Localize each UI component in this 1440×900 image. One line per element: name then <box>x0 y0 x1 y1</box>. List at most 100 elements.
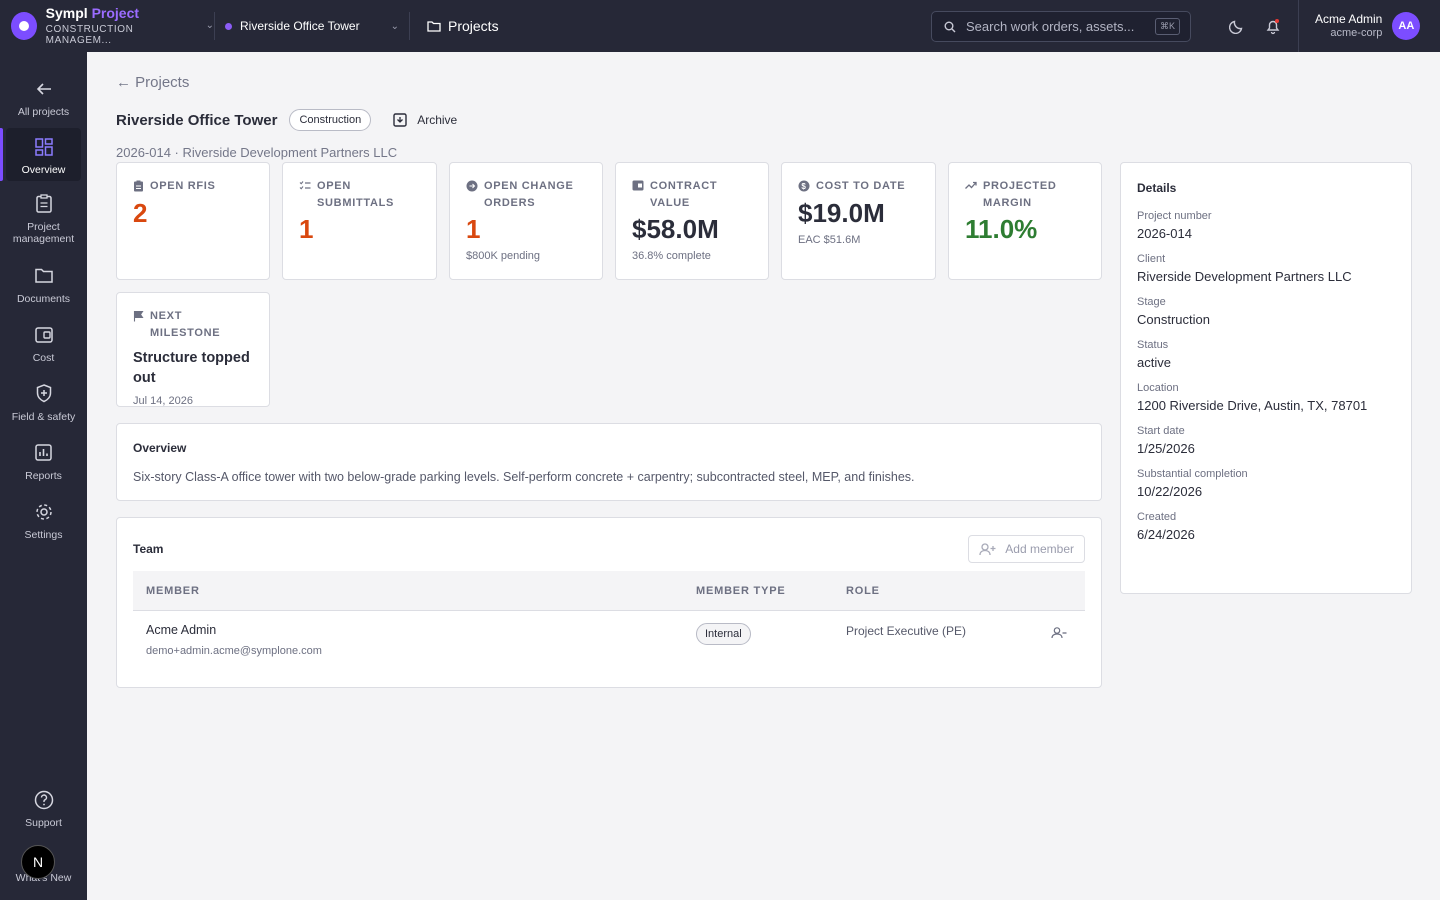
archive-icon <box>393 113 407 127</box>
stat-subtext: $800K pending <box>466 250 541 262</box>
chevron-down-icon: ⌄ <box>390 20 399 32</box>
detail-status: Status active <box>1137 339 1395 370</box>
sidebar-item-reports[interactable]: Reports <box>6 442 81 482</box>
sidebar: All projects Overview Project management… <box>0 52 87 900</box>
stage-badge: Construction <box>289 109 372 131</box>
back-link[interactable]: ← Projects <box>116 74 190 91</box>
detail-label: Client <box>1137 253 1166 265</box>
folder-icon <box>34 265 53 287</box>
stat-value: 11.0% <box>965 214 1038 244</box>
change-order-icon <box>466 180 478 192</box>
detail-location: Location 1200 Riverside Drive, Austin, TX… <box>1137 382 1395 413</box>
detail-label: Location <box>1137 382 1179 394</box>
overview-title: Overview <box>133 441 187 455</box>
detail-label: Stage <box>1137 296 1166 308</box>
chart-icon <box>35 442 52 464</box>
milestone-card[interactable]: NEXT MILESTONE Structure topped out Jul … <box>116 292 270 407</box>
sidebar-item-field-safety[interactable]: Field & safety <box>6 383 81 423</box>
detail-value: 2026-014 <box>1137 226 1192 241</box>
stat-label: CONTRACT VALUE <box>650 180 718 209</box>
stat-card-open-rfis[interactable]: OPEN RFIS 2 <box>116 162 270 280</box>
add-member-button[interactable]: Add member <box>968 535 1085 563</box>
team-table: MEMBER MEMBER TYPE ROLE Acme Admin demo+… <box>133 571 1085 687</box>
detail-client: Client Riverside Development Partners LLC <box>1137 253 1395 284</box>
bell-icon[interactable] <box>1263 16 1283 36</box>
stat-card-open-submittals[interactable]: OPEN SUBMITTALS 1 <box>282 162 437 280</box>
remove-user-icon[interactable] <box>1051 626 1067 644</box>
checklist-icon <box>299 181 311 190</box>
search-shortcut: ⌘K <box>1154 18 1180 35</box>
arrow-left-icon <box>35 78 53 100</box>
sidebar-item-label: All projects <box>17 105 70 118</box>
user-name: Acme Admin <box>1315 12 1383 27</box>
sidebar-item-overview[interactable]: Overview <box>0 128 81 181</box>
stat-card-projected-margin[interactable]: PROJECTED MARGIN 11.0% <box>948 162 1102 280</box>
user-menu[interactable]: Acme Admin acme-corp AA <box>1298 0 1421 52</box>
search-icon <box>944 21 956 32</box>
app-name-accent: Project <box>91 5 140 22</box>
column-header-member: MEMBER <box>146 584 200 597</box>
detail-label: Project number <box>1137 210 1212 222</box>
page-title: Riverside Office Tower <box>116 111 278 129</box>
whats-new-badge[interactable]: N <box>21 845 55 879</box>
search-input[interactable]: Search work orders, assets... ⌘K <box>931 11 1191 42</box>
stat-card-contract-value[interactable]: CONTRACT VALUE $58.0M 36.8% complete <box>615 162 769 280</box>
breadcrumb-projects[interactable]: Projects <box>410 18 499 34</box>
team-panel: Team Add member MEMBER MEMBER TYPE ROLE … <box>116 517 1102 688</box>
clipboard-icon <box>35 193 52 215</box>
folder-icon <box>427 21 441 32</box>
stat-value: 1 <box>466 214 481 244</box>
stat-card-open-change-orders[interactable]: OPEN CHANGE ORDERS 1 $800K pending <box>449 162 603 280</box>
member-role[interactable]: Project Executive (PE) <box>846 624 967 638</box>
sidebar-item-label: Field & safety <box>11 410 76 423</box>
project-selector[interactable]: Riverside Office Tower ⌄ <box>215 0 409 52</box>
dollar-icon: $ <box>798 180 810 192</box>
sidebar-item-label: Reports <box>25 469 62 482</box>
sidebar-item-settings[interactable]: Settings <box>6 501 81 541</box>
sidebar-item-cost[interactable]: Cost <box>6 324 81 364</box>
breadcrumb-label: Projects <box>448 18 499 34</box>
app-name: Sympl <box>45 5 88 22</box>
archive-label: Archive <box>417 113 458 127</box>
detail-start-date: Start date 1/25/2026 <box>1137 425 1395 456</box>
member-name: Acme Admin <box>146 623 217 637</box>
user-org: acme-corp <box>1330 26 1383 39</box>
chevron-down-icon[interactable]: ⌄ <box>205 20 214 32</box>
search-placeholder: Search work orders, assets... <box>966 19 1135 34</box>
milestone-title: Structure topped out <box>133 350 250 386</box>
stat-card-cost-to-date[interactable]: $ COST TO DATE $19.0M EAC $51.6M <box>781 162 936 280</box>
stat-label: OPEN CHANGE ORDERS <box>484 180 574 209</box>
dashboard-icon <box>34 136 53 158</box>
overview-panel: Overview Six-story Class-A office tower … <box>116 423 1102 501</box>
wallet-icon <box>34 324 53 346</box>
stat-label: PROJECTED MARGIN <box>983 180 1057 209</box>
stat-value: 2 <box>133 197 148 228</box>
sidebar-item-label: Documents <box>16 292 71 305</box>
clipboard-icon <box>134 180 143 192</box>
help-icon <box>34 789 54 811</box>
app-logo-icon <box>11 11 37 40</box>
gear-icon <box>35 501 53 523</box>
column-header-role: ROLE <box>846 584 880 597</box>
sidebar-item-label: Project management <box>12 220 75 245</box>
details-title: Details <box>1137 181 1177 195</box>
detail-label: Start date <box>1137 425 1185 437</box>
milestone-label: NEXT MILESTONE <box>150 310 221 339</box>
detail-label: Created <box>1137 511 1177 523</box>
sidebar-item-project-management[interactable]: Project management <box>6 193 81 245</box>
moon-icon[interactable] <box>1227 16 1247 36</box>
flag-icon <box>133 310 144 322</box>
project-status-dot <box>225 22 232 30</box>
sidebar-item-documents[interactable]: Documents <box>6 265 81 305</box>
sidebar-item-label: Overview <box>21 164 66 176</box>
detail-value: 6/24/2026 <box>1137 527 1195 542</box>
sidebar-item-all-projects[interactable]: All projects <box>6 78 81 118</box>
detail-value: Riverside Development Partners LLC <box>1137 269 1352 284</box>
details-panel: Details Project number 2026-014 Client Riv… <box>1120 162 1412 594</box>
stat-label: OPEN SUBMITTALS <box>317 180 395 209</box>
app-brand[interactable]: Sympl Project CONSTRUCTION MANAGEM... ⌄ <box>0 5 214 46</box>
sidebar-item-support[interactable]: Support <box>6 789 81 829</box>
detail-substantial-completion: Substantial completion 10/22/2026 <box>1137 468 1395 499</box>
archive-button[interactable]: Archive <box>393 113 457 127</box>
overview-text: Six-story Class-A office tower with two … <box>133 470 915 484</box>
